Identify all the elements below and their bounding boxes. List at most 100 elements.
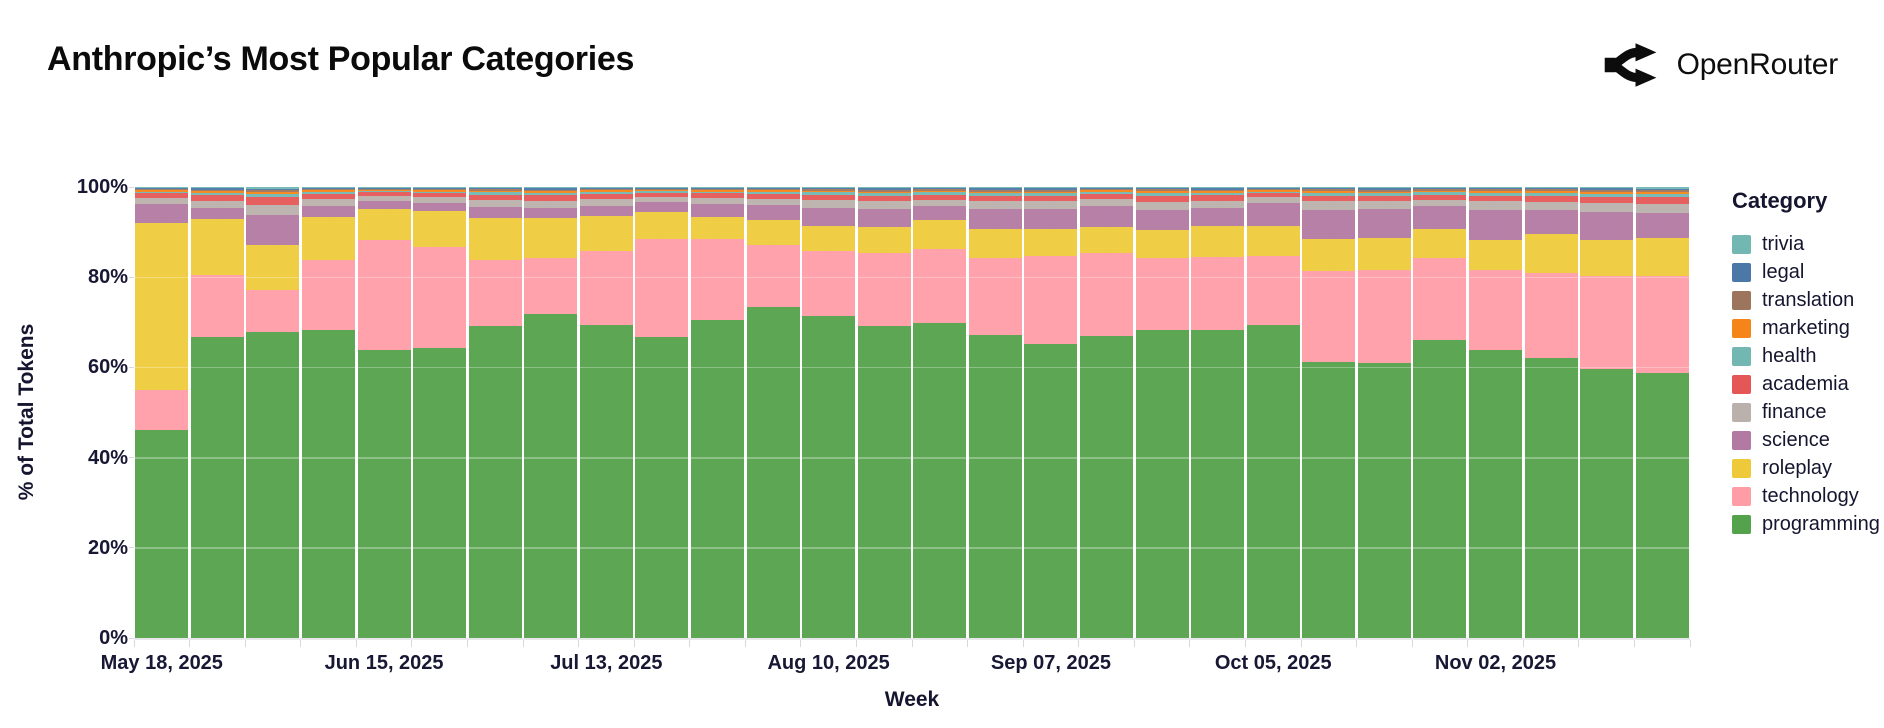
bar-segment-legal[interactable]	[1024, 188, 1078, 190]
bar-segment-academia[interactable]	[1302, 195, 1356, 202]
bar-segment-roleplay[interactable]	[913, 219, 967, 249]
bar-segment-technology[interactable]	[468, 259, 522, 326]
bar-segment-legal[interactable]	[1135, 188, 1189, 190]
bar-segment-programming[interactable]	[1024, 344, 1078, 638]
bar-segment-translation[interactable]	[968, 189, 1022, 192]
stacked-bar-week[interactable]	[246, 187, 300, 638]
stacked-bar-week[interactable]	[524, 187, 578, 638]
bar-segment-finance[interactable]	[1246, 197, 1300, 204]
bar-segment-marketing[interactable]	[1191, 191, 1245, 193]
bar-segment-science[interactable]	[1302, 209, 1356, 239]
bar-segment-trivia[interactable]	[190, 187, 244, 189]
bar-segment-programming[interactable]	[246, 332, 300, 638]
bar-segment-technology[interactable]	[190, 275, 244, 338]
stacked-bar-week[interactable]	[691, 187, 744, 638]
bar-segment-trivia[interactable]	[802, 187, 856, 189]
bar-segment-translation[interactable]	[691, 188, 744, 191]
bar-segment-programming[interactable]	[857, 326, 911, 638]
bar-segment-roleplay[interactable]	[579, 216, 633, 251]
bar-segment-science[interactable]	[1191, 208, 1245, 227]
bar-segment-trivia[interactable]	[1524, 187, 1578, 189]
bar-segment-legal[interactable]	[802, 188, 856, 190]
legend-item-roleplay[interactable]: roleplay	[1732, 454, 1882, 482]
bar-segment-translation[interactable]	[190, 189, 244, 192]
bar-segment-trivia[interactable]	[357, 187, 411, 188]
bar-segment-marketing[interactable]	[1302, 191, 1356, 193]
bar-segment-academia[interactable]	[635, 192, 689, 197]
bar-segment-academia[interactable]	[190, 195, 244, 201]
bar-segment-translation[interactable]	[802, 189, 856, 191]
bar-segment-health[interactable]	[691, 191, 744, 194]
bar-segment-programming[interactable]	[1635, 372, 1689, 638]
bar-segment-legal[interactable]	[246, 188, 300, 191]
stacked-bar-week[interactable]	[802, 187, 856, 638]
stacked-bar-week[interactable]	[1580, 187, 1634, 638]
bar-segment-technology[interactable]	[1580, 276, 1634, 369]
stacked-bar-week[interactable]	[135, 187, 189, 638]
bar-segment-health[interactable]	[1580, 193, 1634, 197]
bar-segment-finance[interactable]	[302, 198, 355, 206]
bar-segment-programming[interactable]	[1580, 368, 1634, 638]
bar-segment-trivia[interactable]	[968, 187, 1022, 189]
bar-segment-academia[interactable]	[302, 193, 355, 199]
bar-segment-marketing[interactable]	[691, 190, 744, 192]
bar-segment-health[interactable]	[468, 192, 522, 195]
bar-segment-technology[interactable]	[1191, 256, 1245, 330]
bar-segment-technology[interactable]	[857, 253, 911, 327]
bar-segment-roleplay[interactable]	[302, 217, 355, 260]
bar-segment-trivia[interactable]	[1469, 187, 1522, 189]
bar-segment-academia[interactable]	[857, 195, 911, 202]
bar-segment-science[interactable]	[1135, 210, 1189, 231]
bar-segment-translation[interactable]	[1469, 189, 1522, 192]
bar-segment-legal[interactable]	[135, 187, 189, 189]
bar-segment-academia[interactable]	[579, 193, 633, 199]
bar-segment-marketing[interactable]	[1635, 192, 1689, 195]
bar-segment-programming[interactable]	[1413, 340, 1467, 638]
bar-segment-trivia[interactable]	[1024, 187, 1078, 189]
bar-segment-science[interactable]	[691, 203, 744, 218]
bar-segment-translation[interactable]	[1413, 189, 1467, 191]
bar-segment-marketing[interactable]	[1469, 191, 1522, 193]
bar-segment-roleplay[interactable]	[1635, 237, 1689, 277]
stacked-bar-week[interactable]	[1135, 187, 1189, 638]
bar-segment-marketing[interactable]	[1524, 191, 1578, 194]
bar-segment-academia[interactable]	[913, 194, 967, 200]
bar-segment-finance[interactable]	[190, 200, 244, 209]
bar-segment-trivia[interactable]	[691, 187, 744, 188]
bar-segment-trivia[interactable]	[468, 187, 522, 189]
bar-segment-roleplay[interactable]	[1191, 226, 1245, 257]
bar-segment-marketing[interactable]	[1580, 191, 1634, 194]
bar-segment-translation[interactable]	[1357, 189, 1411, 192]
bar-segment-legal[interactable]	[302, 187, 355, 189]
bar-segment-translation[interactable]	[357, 188, 411, 190]
bar-segment-finance[interactable]	[1191, 200, 1245, 209]
bar-segment-finance[interactable]	[1302, 201, 1356, 210]
bar-segment-academia[interactable]	[413, 193, 467, 198]
bar-segment-science[interactable]	[190, 208, 244, 220]
bar-segment-roleplay[interactable]	[524, 217, 578, 258]
bar-segment-legal[interactable]	[1580, 188, 1634, 190]
bar-segment-legal[interactable]	[413, 187, 467, 189]
bar-segment-finance[interactable]	[1635, 203, 1689, 213]
bar-segment-marketing[interactable]	[1080, 190, 1133, 193]
bar-segment-science[interactable]	[246, 214, 300, 246]
bar-segment-roleplay[interactable]	[1524, 234, 1578, 273]
bar-segment-marketing[interactable]	[302, 190, 355, 193]
stacked-bar-week[interactable]	[579, 187, 633, 638]
bar-segment-programming[interactable]	[802, 316, 856, 638]
bar-segment-health[interactable]	[1635, 194, 1689, 197]
bar-segment-technology[interactable]	[1413, 258, 1467, 341]
bar-segment-programming[interactable]	[746, 306, 800, 638]
bar-segment-programming[interactable]	[135, 430, 189, 638]
bar-segment-translation[interactable]	[1246, 188, 1300, 191]
bar-segment-academia[interactable]	[246, 197, 300, 205]
bar-segment-roleplay[interactable]	[1080, 227, 1133, 254]
bar-segment-trivia[interactable]	[913, 187, 967, 189]
bar-segment-science[interactable]	[1524, 210, 1578, 235]
bar-segment-roleplay[interactable]	[746, 219, 800, 245]
bar-segment-technology[interactable]	[1469, 270, 1522, 350]
bar-segment-science[interactable]	[579, 205, 633, 217]
bar-segment-translation[interactable]	[1024, 189, 1078, 192]
bar-segment-legal[interactable]	[857, 188, 911, 190]
bar-segment-academia[interactable]	[1580, 196, 1634, 203]
